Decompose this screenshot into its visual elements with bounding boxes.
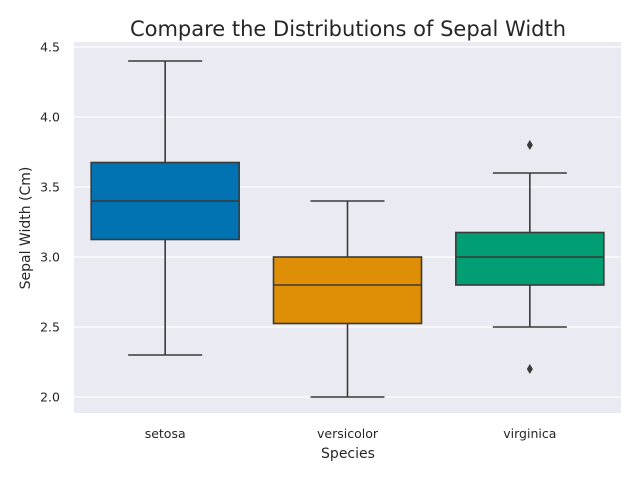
box-virginica bbox=[455, 140, 605, 374]
outlier-point bbox=[526, 140, 533, 150]
chart-title: Compare the Distributions of Sepal Width bbox=[130, 17, 566, 41]
box-setosa bbox=[90, 60, 240, 356]
y-tick-label: 4.0 bbox=[40, 110, 60, 125]
y-tick-label: 4.5 bbox=[40, 40, 60, 55]
y-tick-labels: 2.0 2.5 3.0 3.5 4.0 4.5 bbox=[40, 40, 60, 405]
outlier-point bbox=[526, 364, 533, 374]
x-tick-label-versicolor: versicolor bbox=[317, 426, 379, 441]
y-tick-label: 2.0 bbox=[40, 390, 60, 405]
box-versicolor bbox=[272, 200, 423, 398]
box-series bbox=[90, 60, 605, 398]
y-tick-label: 3.5 bbox=[40, 180, 60, 195]
y-axis-label: Sepal Width (Cm) bbox=[18, 167, 34, 290]
box-iqr bbox=[455, 231, 605, 286]
x-tick-label-virginica: virginica bbox=[503, 426, 556, 441]
x-tick-labels: setosa versicolor virginica bbox=[145, 426, 557, 441]
x-tick-label-setosa: setosa bbox=[145, 426, 186, 441]
y-tick-label: 2.5 bbox=[40, 320, 60, 335]
box-iqr bbox=[272, 256, 423, 325]
y-tick-label: 3.0 bbox=[40, 250, 60, 265]
x-axis-label: Species bbox=[321, 446, 375, 462]
